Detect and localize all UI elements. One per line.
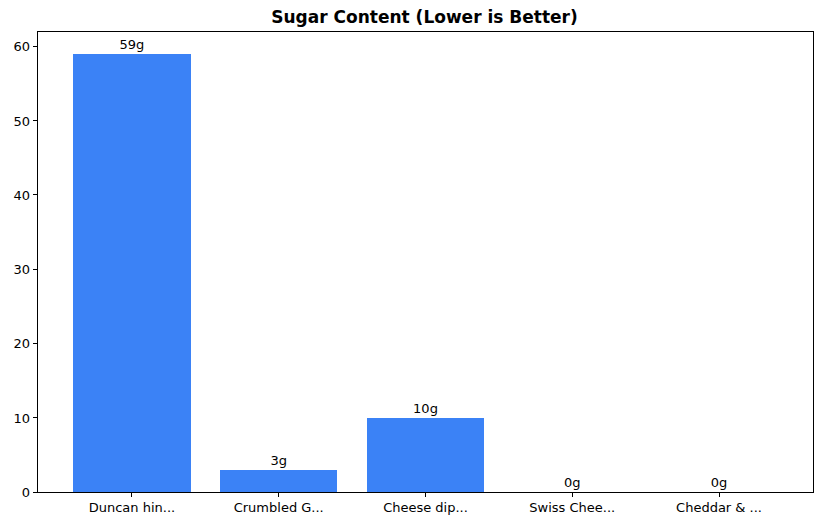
- x-axis-tick-mark: [572, 493, 573, 497]
- y-axis-tick-label: 10: [13, 411, 30, 424]
- chart-title: Sugar Content (Lower is Better): [37, 7, 812, 27]
- x-axis-tick-mark: [425, 493, 426, 497]
- y-axis-tick-mark: [33, 343, 37, 344]
- y-axis-tick-mark: [33, 492, 37, 493]
- y-axis-tick-label: 30: [13, 263, 30, 276]
- x-axis-tick-label: Crumbled G...: [234, 501, 324, 514]
- y-axis-tick-label: 50: [13, 114, 30, 127]
- bar-value-label: 0g: [564, 476, 581, 489]
- y-axis-tick-label: 20: [13, 337, 30, 350]
- x-axis-tick-mark: [719, 493, 720, 497]
- plot-area: 010203040506059gDuncan hin...3gCrumbled …: [37, 31, 814, 493]
- y-axis-tick-mark: [33, 417, 37, 418]
- x-axis-tick-label: Duncan hin...: [89, 501, 175, 514]
- bar-value-label: 3g: [270, 454, 287, 467]
- y-axis-tick-label: 40: [13, 188, 30, 201]
- bar: [367, 418, 484, 492]
- bar: [220, 470, 337, 492]
- bar-chart-figure: Sugar Content (Lower is Better) 01020304…: [0, 0, 822, 528]
- bar-value-label: 59g: [120, 38, 145, 51]
- x-axis-tick-mark: [278, 493, 279, 497]
- bar-value-label: 0g: [711, 476, 728, 489]
- bar-value-label: 10g: [413, 402, 438, 415]
- x-axis-tick-label: Cheddar & ...: [676, 501, 762, 514]
- y-axis-tick-mark: [33, 194, 37, 195]
- x-axis-tick-label: Cheese dip...: [383, 501, 468, 514]
- y-axis-tick-mark: [33, 269, 37, 270]
- bar: [73, 54, 190, 492]
- y-axis-tick-label: 0: [22, 486, 30, 499]
- x-axis-tick-label: Swiss Chee...: [529, 501, 615, 514]
- y-axis-tick-mark: [33, 46, 37, 47]
- y-axis-tick-label: 60: [13, 40, 30, 53]
- y-axis-tick-mark: [33, 120, 37, 121]
- x-axis-tick-mark: [131, 493, 132, 497]
